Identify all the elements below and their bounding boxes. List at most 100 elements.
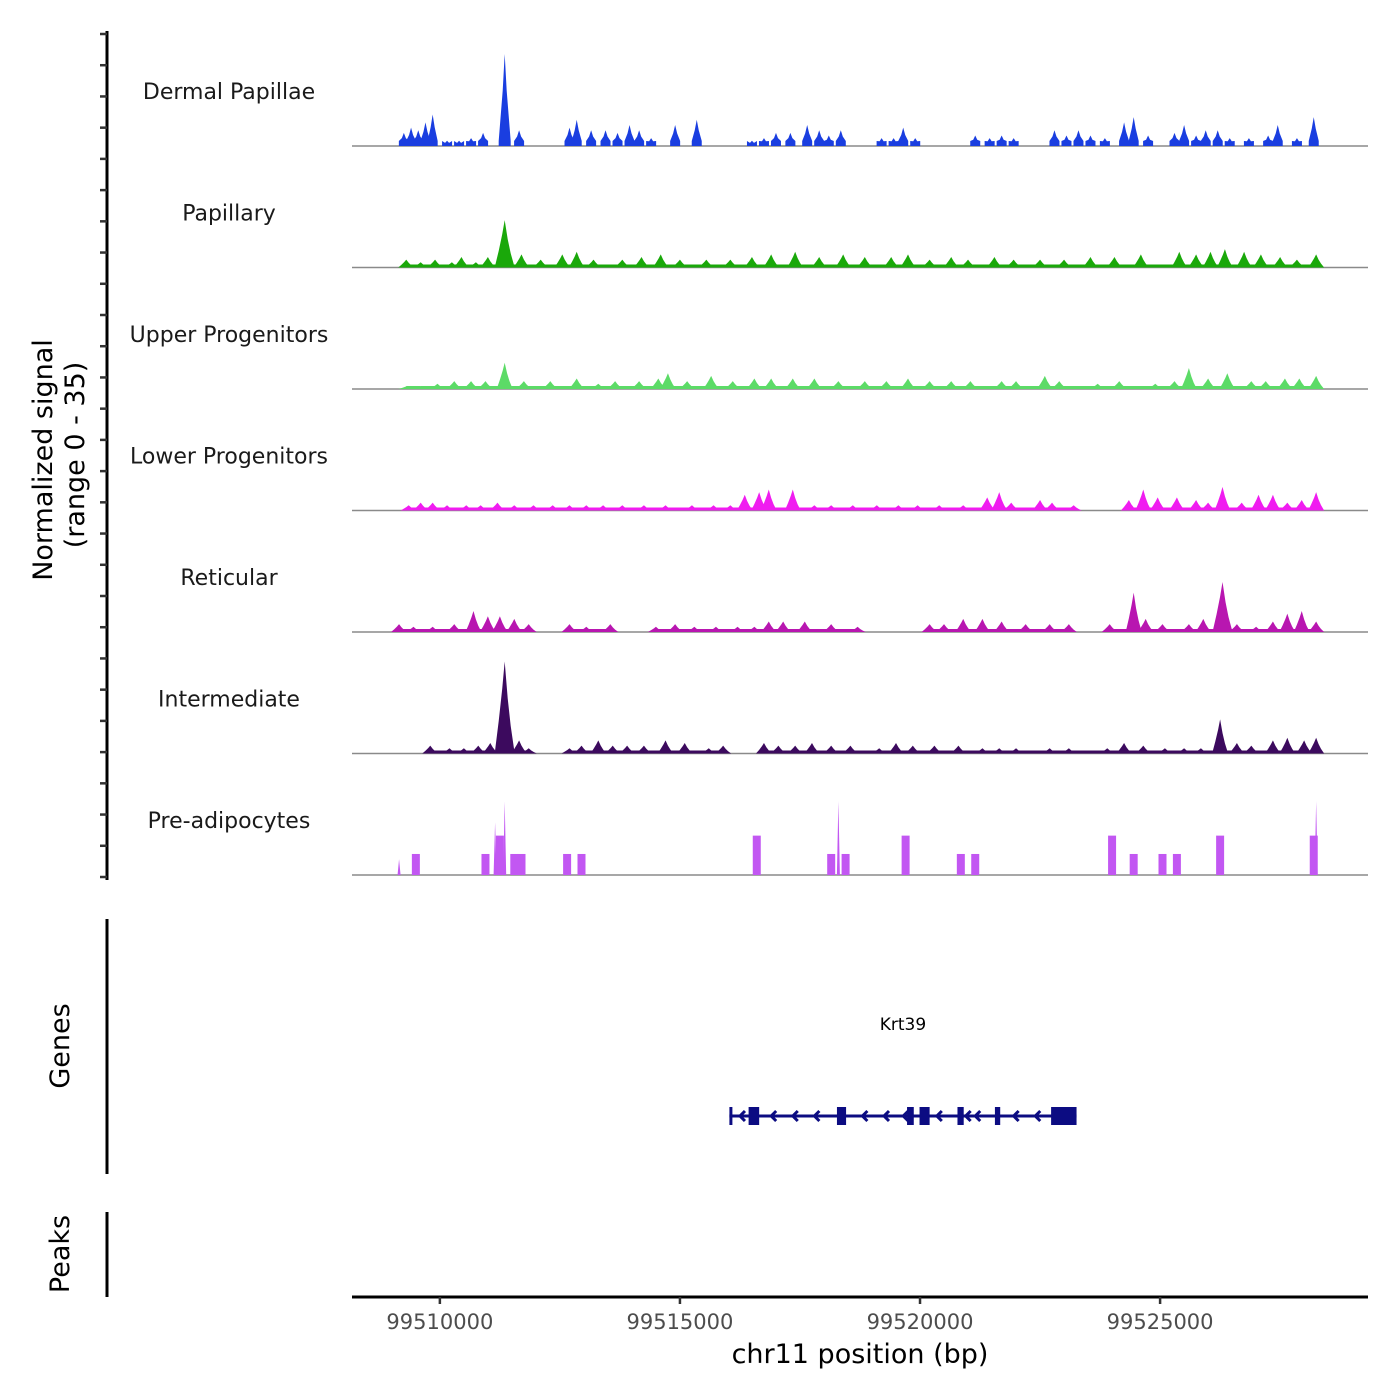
coverage-peak <box>1188 254 1205 268</box>
coverage-background <box>1143 750 1165 754</box>
coverage-background <box>811 750 832 754</box>
coverage-peak <box>1073 130 1084 146</box>
coverage-background <box>490 750 505 754</box>
coverage-peak <box>746 140 757 146</box>
coverage-peak <box>481 853 490 875</box>
x-tick-label: 99520000 <box>867 1310 974 1334</box>
coverage-peak <box>517 853 526 875</box>
coverage-background <box>1196 264 1211 268</box>
coverage-background <box>1200 750 1221 754</box>
coverage-background <box>487 264 505 268</box>
coverage-background <box>1208 507 1223 511</box>
coverage-background <box>454 386 472 389</box>
coverage-peak <box>1180 367 1197 389</box>
coverage-peak <box>1279 613 1296 632</box>
coverage-background <box>1049 629 1069 632</box>
coverage-peak <box>1212 719 1229 754</box>
coverage-background <box>540 264 563 268</box>
coverage-background <box>737 629 755 632</box>
coverage-background <box>1044 386 1060 389</box>
coverage-background <box>576 386 599 389</box>
coverage-peak <box>1195 618 1212 632</box>
coverage-background <box>612 750 628 754</box>
coverage-peak <box>703 375 720 389</box>
coverage-background <box>687 386 712 389</box>
coverage-background <box>1097 386 1120 389</box>
coverage-background <box>550 386 577 389</box>
coverage-peak <box>554 254 571 268</box>
coverage-peak <box>493 822 497 875</box>
coverage-background <box>706 264 731 268</box>
coverage-background <box>1001 386 1017 389</box>
coverage-peak <box>1200 130 1211 146</box>
coverage-background <box>1236 750 1252 754</box>
coverage-peak <box>1137 618 1154 632</box>
coverage-background <box>1296 264 1317 268</box>
coverage-peak <box>974 618 991 632</box>
coverage-peak <box>646 138 657 146</box>
coverage-background <box>430 750 450 754</box>
coverage-background <box>497 507 515 511</box>
coverage-background <box>711 386 733 389</box>
coverage-tracks <box>352 54 1368 876</box>
coverage-background <box>917 507 940 511</box>
coverage-peak <box>496 362 513 389</box>
coverage-background <box>1155 386 1175 389</box>
coverage-background <box>1196 507 1209 511</box>
coverage-peak <box>1308 375 1325 389</box>
coverage-background <box>999 507 1012 511</box>
track-lower-progenitors <box>352 486 1368 512</box>
coverage-background <box>466 507 481 511</box>
coverage-background <box>763 750 779 754</box>
strand-arrow <box>812 1109 821 1123</box>
coverage-background <box>679 264 707 268</box>
coverage-background <box>1188 386 1209 389</box>
coverage-peak <box>1212 582 1233 632</box>
coverage-peak <box>1099 138 1110 146</box>
coverage-background <box>485 386 505 389</box>
coverage-background <box>852 507 877 511</box>
coverage-peak <box>787 251 804 268</box>
coverage-background <box>1133 629 1146 632</box>
coverage-background <box>420 507 433 511</box>
coverage-peak <box>454 140 465 146</box>
coverage-peak <box>397 859 401 875</box>
gene-exon <box>748 1107 760 1125</box>
strand-arrow <box>934 1109 943 1123</box>
coverage-peak <box>970 135 981 146</box>
coverage-background <box>1260 264 1281 268</box>
coverage-peak <box>910 138 921 146</box>
coverage-background <box>1251 750 1273 754</box>
coverage-peak <box>956 853 965 875</box>
coverage-peak <box>1308 117 1319 146</box>
coverage-background <box>838 386 865 389</box>
coverage-background <box>958 750 983 754</box>
coverage-background <box>982 629 1002 632</box>
coverage-peak <box>901 835 910 875</box>
coverage-peak <box>836 801 840 875</box>
coverage-peak <box>827 853 836 875</box>
coverage-peak <box>1264 494 1281 511</box>
coverage-background <box>1301 507 1317 511</box>
genes-axis-title: Genes <box>45 1003 76 1088</box>
coverage-peak <box>1008 138 1019 146</box>
coverage-background <box>1140 264 1180 268</box>
coverage-peak <box>1279 737 1296 754</box>
coverage-background <box>454 629 474 632</box>
coverage-peak <box>495 835 504 875</box>
coverage-background <box>730 507 745 511</box>
coverage-peak <box>590 740 607 754</box>
coverage-background <box>478 750 491 754</box>
coverage-background <box>1272 507 1288 511</box>
signal-y-axis <box>100 31 109 880</box>
track-labels: Dermal Papillae Papillary Upper Progenitor… <box>130 80 329 834</box>
coverage-peak <box>586 130 597 146</box>
coverage-background <box>814 507 832 511</box>
coverage-background <box>622 507 644 511</box>
track-label: Papillary <box>182 202 276 227</box>
coverage-peak <box>1219 373 1236 389</box>
coverage-background <box>1265 386 1285 389</box>
coverage-background <box>562 264 577 268</box>
coverage-background <box>487 629 500 632</box>
